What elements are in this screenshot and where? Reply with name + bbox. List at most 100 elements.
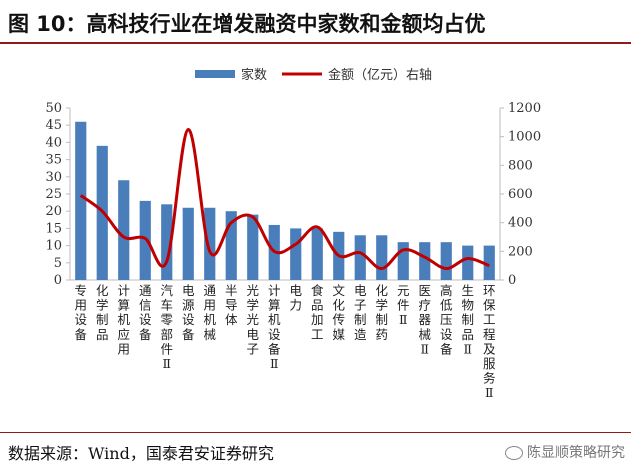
x-tick-char: 器	[418, 312, 431, 327]
x-tick-char: 用	[203, 298, 216, 313]
y-left-tick-label: 50	[45, 101, 62, 116]
x-tick-char: Ⅱ	[464, 341, 473, 356]
x-tick-char: 专	[74, 283, 87, 298]
x-tick-label: 高低压设备	[440, 283, 453, 356]
y-left-tick-label: 15	[45, 221, 62, 236]
x-tick-char: 设	[74, 312, 87, 327]
x-tick-label: 计算机设备 Ⅱ	[268, 283, 281, 371]
y-right-tick-label: 200	[508, 244, 533, 259]
x-tick-char: 食	[311, 283, 324, 298]
x-tick-char: 及	[483, 341, 496, 356]
x-tick-char: 电	[182, 283, 195, 298]
bar	[311, 228, 323, 280]
x-tick-char: 媒	[332, 327, 345, 342]
y-left-tick-label: 45	[45, 118, 62, 133]
x-tick-char: 算	[117, 298, 130, 313]
x-tick-char: 程	[483, 327, 496, 342]
x-tick-char: 化	[96, 283, 109, 298]
x-tick-char: 制	[354, 312, 367, 327]
x-tick-label: 计算机应用	[117, 283, 130, 356]
x-tick-char: 用	[117, 341, 130, 356]
x-tick-char: 力	[289, 298, 302, 313]
chart: 0 5 10 15 20 25 30 35 40 45 50 0 200 400 600 800 1000 120…	[45, 67, 541, 400]
x-tick-char: 源	[182, 298, 195, 313]
x-tick-label: 专用设备	[74, 283, 87, 342]
x-tick-char: 医	[418, 283, 431, 298]
y-right-tick-label: 1200	[508, 101, 541, 116]
x-tick-char: Ⅱ	[485, 385, 494, 400]
watermark-text: 陈显顺策略研究	[527, 445, 625, 461]
y-left-tick-label: 0	[54, 273, 62, 288]
legend-label-bar: 家数	[241, 67, 267, 83]
bar	[75, 121, 87, 280]
x-tick-char: 低	[440, 298, 453, 313]
x-tick-char: 制	[96, 312, 109, 327]
x-tick-char: 高	[440, 283, 453, 298]
x-tick-char: 生	[461, 283, 474, 298]
bar	[483, 245, 495, 280]
bar	[225, 211, 237, 280]
x-tick-label: 电源设备	[182, 283, 195, 342]
x-tick-char: 通	[203, 283, 216, 298]
bar	[462, 245, 474, 280]
bar	[247, 214, 259, 280]
y-left-tick-label: 30	[45, 170, 62, 185]
x-tick-char: 零	[160, 312, 173, 327]
title-bar: 图 10：高科技行业在增发融资中家数和金额均占优	[0, 0, 631, 44]
x-tick-label: 文化传媒	[332, 283, 345, 342]
y-right-tick-label: 0	[508, 273, 516, 288]
y-left-tick-label: 35	[45, 153, 62, 168]
x-tick-char: 化	[332, 298, 345, 313]
x-tick-char: 械	[418, 327, 431, 342]
x-tick-char: 子	[354, 298, 367, 313]
x-tick-char: 工	[311, 327, 324, 342]
x-tick-char: 半	[225, 283, 238, 298]
footer-rule	[0, 432, 631, 433]
x-tick-char: 部	[160, 327, 173, 342]
x-tick-label: 医疗器械 Ⅱ	[418, 283, 431, 356]
x-tick-char: 工	[483, 312, 496, 327]
bar	[354, 235, 366, 280]
x-tick-char: 机	[268, 312, 281, 327]
x-tick-char: Ⅱ	[270, 356, 279, 371]
bar	[161, 204, 173, 280]
bar	[440, 242, 452, 280]
x-tick-label: 电子制造	[354, 283, 367, 342]
x-tick-char: 造	[354, 327, 367, 342]
bar	[397, 242, 409, 280]
x-tick-char: 子	[246, 341, 259, 356]
x-tick-char: 传	[332, 312, 345, 327]
x-tick-char: 通	[139, 283, 152, 298]
x-tick-char: 学	[246, 298, 259, 313]
x-tick-char: 电	[289, 283, 302, 298]
x-tick-char: 品	[461, 327, 474, 342]
x-tick-char: 制	[375, 312, 388, 327]
x-tick-label: 食品加工	[311, 283, 324, 342]
x-tick-char: 光	[246, 312, 259, 327]
legend-label-line: 金额（亿元）右轴	[328, 67, 432, 83]
y-right-tick-label: 800	[508, 158, 533, 173]
x-tick-char: 汽	[160, 283, 173, 298]
bar	[204, 207, 216, 280]
x-tick-char: 计	[117, 283, 130, 298]
x-tick-label: 环保工程及服务 Ⅱ	[483, 283, 496, 400]
y-left-tick-label: 25	[45, 187, 62, 202]
x-tick-char: 加	[311, 312, 324, 327]
x-tick-char: 光	[246, 283, 259, 298]
x-tick-char: 设	[139, 312, 152, 327]
bar	[290, 228, 302, 280]
x-tick-char: Ⅱ	[421, 341, 430, 356]
y-right-tick-label: 400	[508, 216, 533, 231]
x-tick-char: 环	[483, 283, 496, 298]
x-tick-char: 电	[354, 283, 367, 298]
x-tick-char: 学	[96, 298, 109, 313]
x-tick-char: 车	[160, 298, 173, 313]
x-tick-char: 设	[182, 312, 195, 327]
legend-swatch-bar	[195, 70, 235, 78]
x-tick-label: 汽车零部件 Ⅱ	[160, 283, 173, 371]
x-tick-char: 件	[397, 298, 410, 313]
x-tick-char: 体	[225, 312, 238, 327]
x-tick-char: 械	[203, 327, 216, 342]
x-tick-char: 物	[461, 298, 474, 313]
x-tick-label: 元件 Ⅱ	[397, 283, 410, 327]
